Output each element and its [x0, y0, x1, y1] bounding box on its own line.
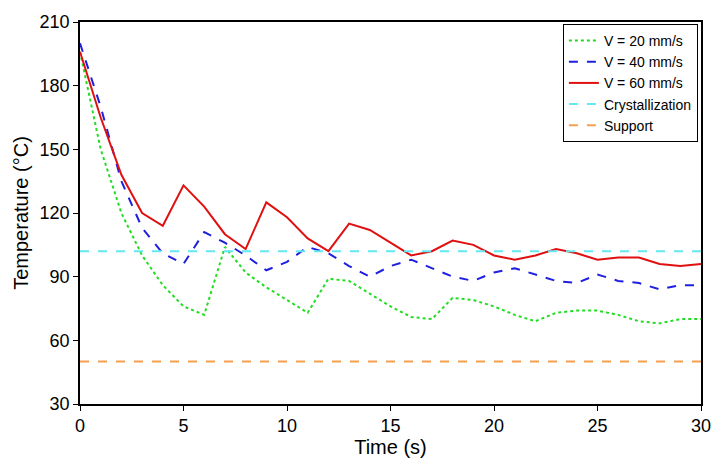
svg-text:210: 210: [40, 12, 70, 32]
svg-text:20: 20: [484, 416, 504, 436]
svg-text:Time (s): Time (s): [354, 436, 427, 458]
svg-text:15: 15: [380, 416, 400, 436]
svg-text:Temperature (°C): Temperature (°C): [10, 136, 32, 290]
svg-text:60: 60: [50, 331, 70, 351]
svg-text:10: 10: [277, 416, 297, 436]
svg-text:V = 40 mm/s: V = 40 mm/s: [604, 54, 683, 70]
svg-text:150: 150: [40, 140, 70, 160]
svg-text:90: 90: [50, 267, 70, 287]
svg-text:V = 60 mm/s: V = 60 mm/s: [604, 75, 683, 91]
svg-text:5: 5: [178, 416, 188, 436]
svg-text:V = 20 mm/s: V = 20 mm/s: [604, 33, 683, 49]
svg-text:180: 180: [40, 76, 70, 96]
svg-text:30: 30: [691, 416, 711, 436]
svg-text:30: 30: [50, 394, 70, 414]
svg-text:Crystallization: Crystallization: [604, 97, 691, 113]
svg-text:25: 25: [587, 416, 607, 436]
svg-text:120: 120: [40, 203, 70, 223]
svg-text:Support: Support: [604, 118, 653, 134]
svg-text:0: 0: [75, 416, 85, 436]
